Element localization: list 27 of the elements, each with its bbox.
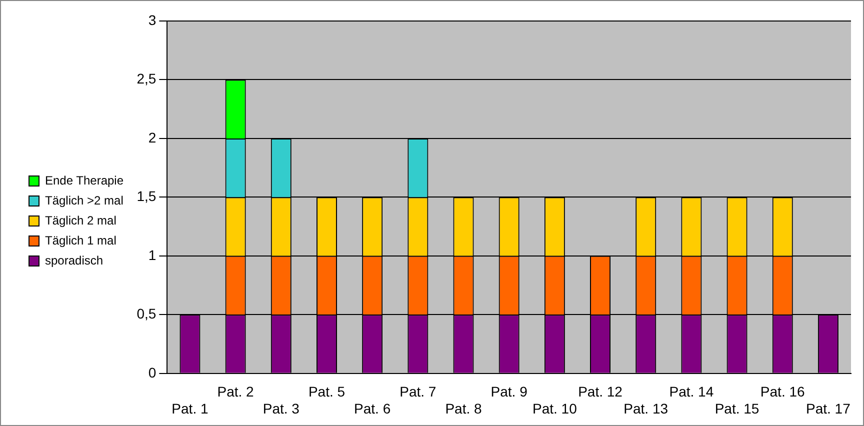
x-tick-label: Pat. 3 (262, 400, 300, 416)
legend-label: sporadisch (45, 253, 104, 268)
x-tick-label: Pat. 15 (714, 400, 760, 416)
y-tick-label: 2,5 (136, 70, 156, 87)
y-tick-label: 3 (148, 12, 156, 28)
x-tick-label: Pat. 8 (445, 400, 482, 416)
x-tick-label: Pat. 7 (400, 384, 436, 400)
y-tick-label: 2 (148, 129, 156, 146)
x-tick-label: Pat. 12 (578, 384, 623, 400)
x-tick-label: Pat. 13 (624, 400, 668, 416)
legend-label: Täglich 2 mal (45, 213, 116, 228)
x-tick-label: Pat. 14 (669, 384, 714, 400)
x-tick-label: Pat. 2 (217, 384, 254, 400)
x-tick-label: Pat. 10 (532, 400, 578, 416)
x-tick-label: Pat. 1 (172, 400, 208, 416)
legend-label: Täglich 1 mal (45, 233, 116, 248)
x-tick-label: Pat. 6 (354, 400, 391, 416)
x-tick-label: Pat. 5 (308, 384, 346, 400)
y-tick-label: 0,5 (136, 306, 156, 322)
legend-label: Ende Therapie (45, 173, 124, 188)
x-tick-label: Pat. 16 (760, 384, 806, 400)
y-tick-label: 1,5 (136, 188, 156, 204)
x-tick-label: Pat. 17 (806, 400, 851, 416)
legend-label: Täglich >2 mal (45, 193, 124, 208)
y-tick-label: 1 (148, 246, 156, 263)
x-tick-label: Pat. 9 (490, 384, 528, 400)
y-tick-label: 0 (148, 364, 156, 380)
